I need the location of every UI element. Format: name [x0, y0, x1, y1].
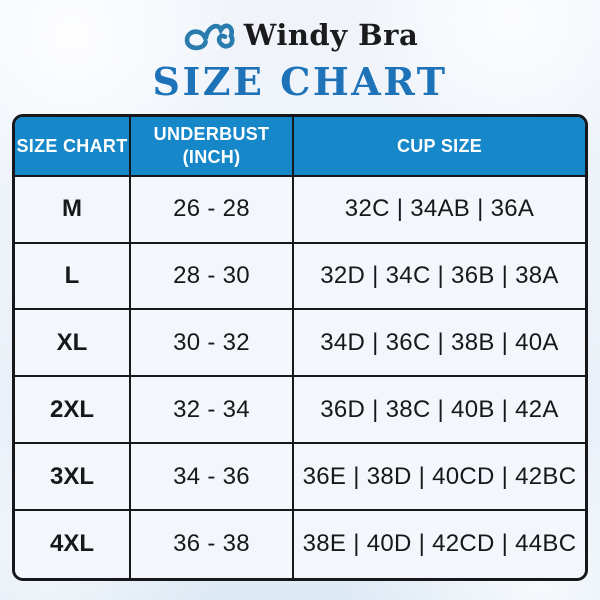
row-cup-sizes: 34D | 36C | 38B | 40A [294, 310, 585, 378]
row-underbust-value: 26 - 28 [131, 176, 294, 244]
row-size-label: 2XL [15, 377, 131, 445]
row-size-label: XL [15, 310, 131, 378]
infinity-cloud-icon [182, 13, 236, 57]
row-underbust-value: 34 - 36 [131, 444, 294, 511]
row-cup-sizes: 32D | 34C | 36B | 38A [294, 243, 585, 311]
brand-header: Windy Bra [182, 13, 418, 57]
row-underbust-value: 36 - 38 [131, 510, 294, 578]
row-cup-sizes: 36D | 38C | 40B | 42A [294, 377, 585, 445]
row-cup-sizes: 36E | 38D | 40CD | 42BC [294, 444, 585, 511]
row-cup-sizes: 32C | 34AB | 36A [294, 176, 585, 244]
header-cell-underbust: UNDERBUST (INCH) [131, 116, 294, 177]
row-underbust-value: 28 - 30 [131, 243, 294, 311]
size-chart-table: SIZE CHART UNDERBUST (INCH) CUP SIZE M 2… [12, 113, 588, 581]
header-cell-size: SIZE CHART [15, 116, 131, 177]
row-size-label: M [15, 176, 131, 244]
page-title: SIZE CHART [152, 59, 448, 104]
row-size-label: L [15, 243, 131, 311]
row-size-label: 3XL [15, 444, 131, 511]
header-cell-cup-size: CUP SIZE [294, 116, 585, 177]
row-underbust-value: 32 - 34 [131, 377, 294, 445]
brand-name: Windy Bra [243, 18, 419, 52]
row-cup-sizes: 38E | 40D | 42CD | 44BC [294, 510, 585, 578]
row-size-label: 4XL [15, 510, 131, 578]
row-underbust-value: 30 - 32 [131, 310, 294, 378]
